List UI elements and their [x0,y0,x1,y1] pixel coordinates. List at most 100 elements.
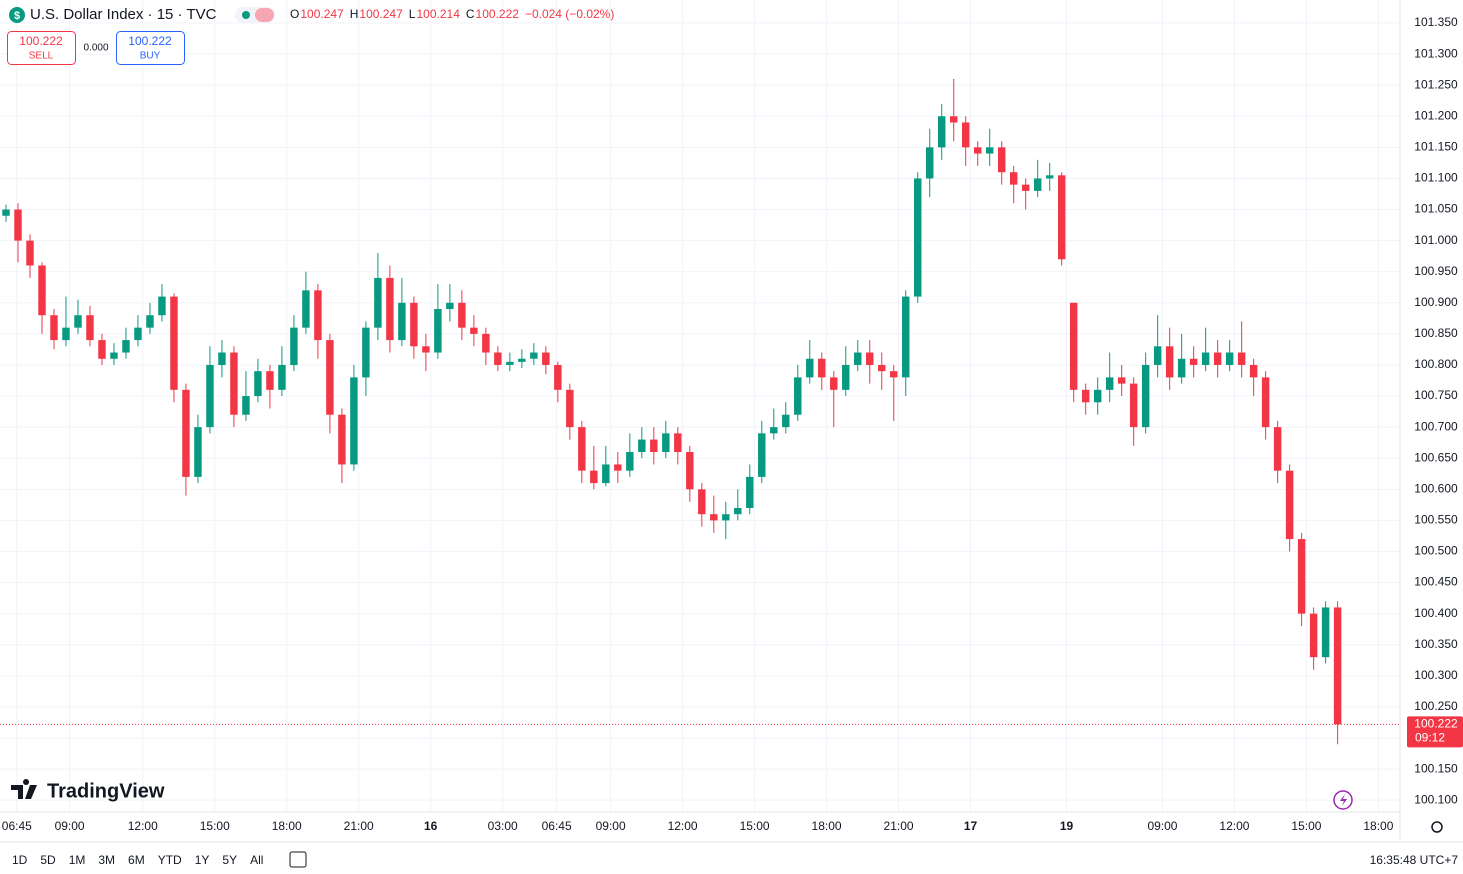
candle-body [1237,352,1246,365]
y-tick-label: 100.550 [1414,513,1458,527]
candle-body [1333,607,1342,725]
candle-body [1081,389,1090,403]
candle-body [434,309,442,353]
candle-body [470,327,478,334]
candle-body [2,209,10,216]
candle-body [590,470,598,484]
candle-body [482,333,490,353]
logo-mark [11,779,37,799]
range-button[interactable]: YTD [158,853,182,867]
candle-body [878,364,886,372]
toolbar: 1D 5D 1M 3M 6M YTD 1Y 5Y All [12,853,263,867]
candle-body [14,209,22,241]
logo-text: TradingView [47,780,165,802]
buy-price: 100.222 [128,34,172,48]
candle-body [950,116,958,123]
candle-body [758,433,766,477]
candle-body [985,147,994,154]
last-price-box [1407,716,1463,748]
y-tick-label: 101.250 [1414,77,1458,91]
candles [0,78,1400,745]
candle-body [842,364,850,390]
candle-body [86,315,94,341]
candle-body [1165,346,1174,378]
range-button[interactable]: 5Y [222,853,237,867]
candle-body [866,352,874,365]
candle-body [1189,358,1198,365]
candle-body [422,346,430,353]
candle-body [1021,184,1030,191]
settings-button[interactable] [1431,821,1443,833]
y-tick-label: 101.200 [1414,108,1458,122]
range-button[interactable]: 5D [40,853,56,867]
candle-body [1153,346,1162,365]
candle-body [494,352,502,365]
ohlc-value: 100.247 [300,7,344,21]
candle-body [386,277,394,341]
range-button[interactable]: 1Y [195,853,210,867]
y-tick-label: 100.500 [1414,544,1458,558]
candle-body [1285,470,1294,540]
candle-body [722,514,730,521]
clock: 16:35:48 UTC+7 [1370,853,1459,867]
lightning-icon [1340,794,1347,806]
range-button[interactable]: 3M [98,853,115,867]
date-range-button[interactable] [289,851,307,868]
candle-body [182,389,190,477]
range-button[interactable]: 1M [69,853,86,867]
candle-body [242,396,250,415]
x-tick-label: 18:00 [812,819,842,833]
candle-body [1249,364,1258,378]
ohlc-key: L [409,7,416,21]
candle-body [854,352,862,365]
candle-body [962,122,970,148]
candle-body [266,371,274,390]
candle-body [902,296,910,378]
x-tick-label: 15:00 [200,819,230,833]
x-tick-label: 06:45 [2,819,32,833]
candle-body [314,290,322,341]
y-tick-label: 100.800 [1414,357,1458,371]
y-tick-label: 101.100 [1414,171,1458,185]
candle-body [206,364,214,428]
lightning-button[interactable] [1333,790,1353,810]
candle-body [614,464,622,471]
range-button[interactable]: All [250,853,263,867]
y-tick-label: 100.250 [1414,699,1458,713]
range-button[interactable]: 6M [128,853,145,867]
candle-body [50,315,58,341]
candle-body [782,414,790,428]
ohlc-value: 100.247 [359,7,403,21]
candle-body [674,433,682,453]
spread: 0.000 [83,43,108,54]
y-tick-label: 101.300 [1414,46,1458,60]
countdown: 09:12 [1415,731,1445,745]
candle-body [122,340,130,353]
candle-body [26,240,34,266]
x-tick-label: 15:00 [1291,819,1321,833]
candle-body [1093,389,1102,403]
ohlc-change: −0.024 (−0.02%) [525,7,614,21]
ohlc-key: O [290,7,299,21]
candle-body [1321,607,1330,658]
candle-body [914,178,922,297]
candle-body [710,514,718,521]
candle-body [698,489,706,515]
candle-body [338,414,346,465]
candle-body [398,302,406,341]
y-tick-label: 100.650 [1414,450,1458,464]
candle-body [446,302,454,310]
sell-button[interactable] [7,31,76,65]
candle-body [1309,613,1318,658]
buy-button[interactable] [116,31,185,65]
x-tick-label: 16 [424,819,438,833]
candle-body [74,315,82,328]
y-tick-label: 100.750 [1414,388,1458,402]
symbol-title[interactable]: U.S. Dollar Index · 15 · TVC [30,6,217,23]
range-button[interactable]: 1D [12,853,28,867]
candle-body [1177,358,1186,378]
axes: 101.350 101.300 101.250 101.200 101.150 101.1… [2,15,1458,833]
x-tick-label: 18:00 [272,819,302,833]
